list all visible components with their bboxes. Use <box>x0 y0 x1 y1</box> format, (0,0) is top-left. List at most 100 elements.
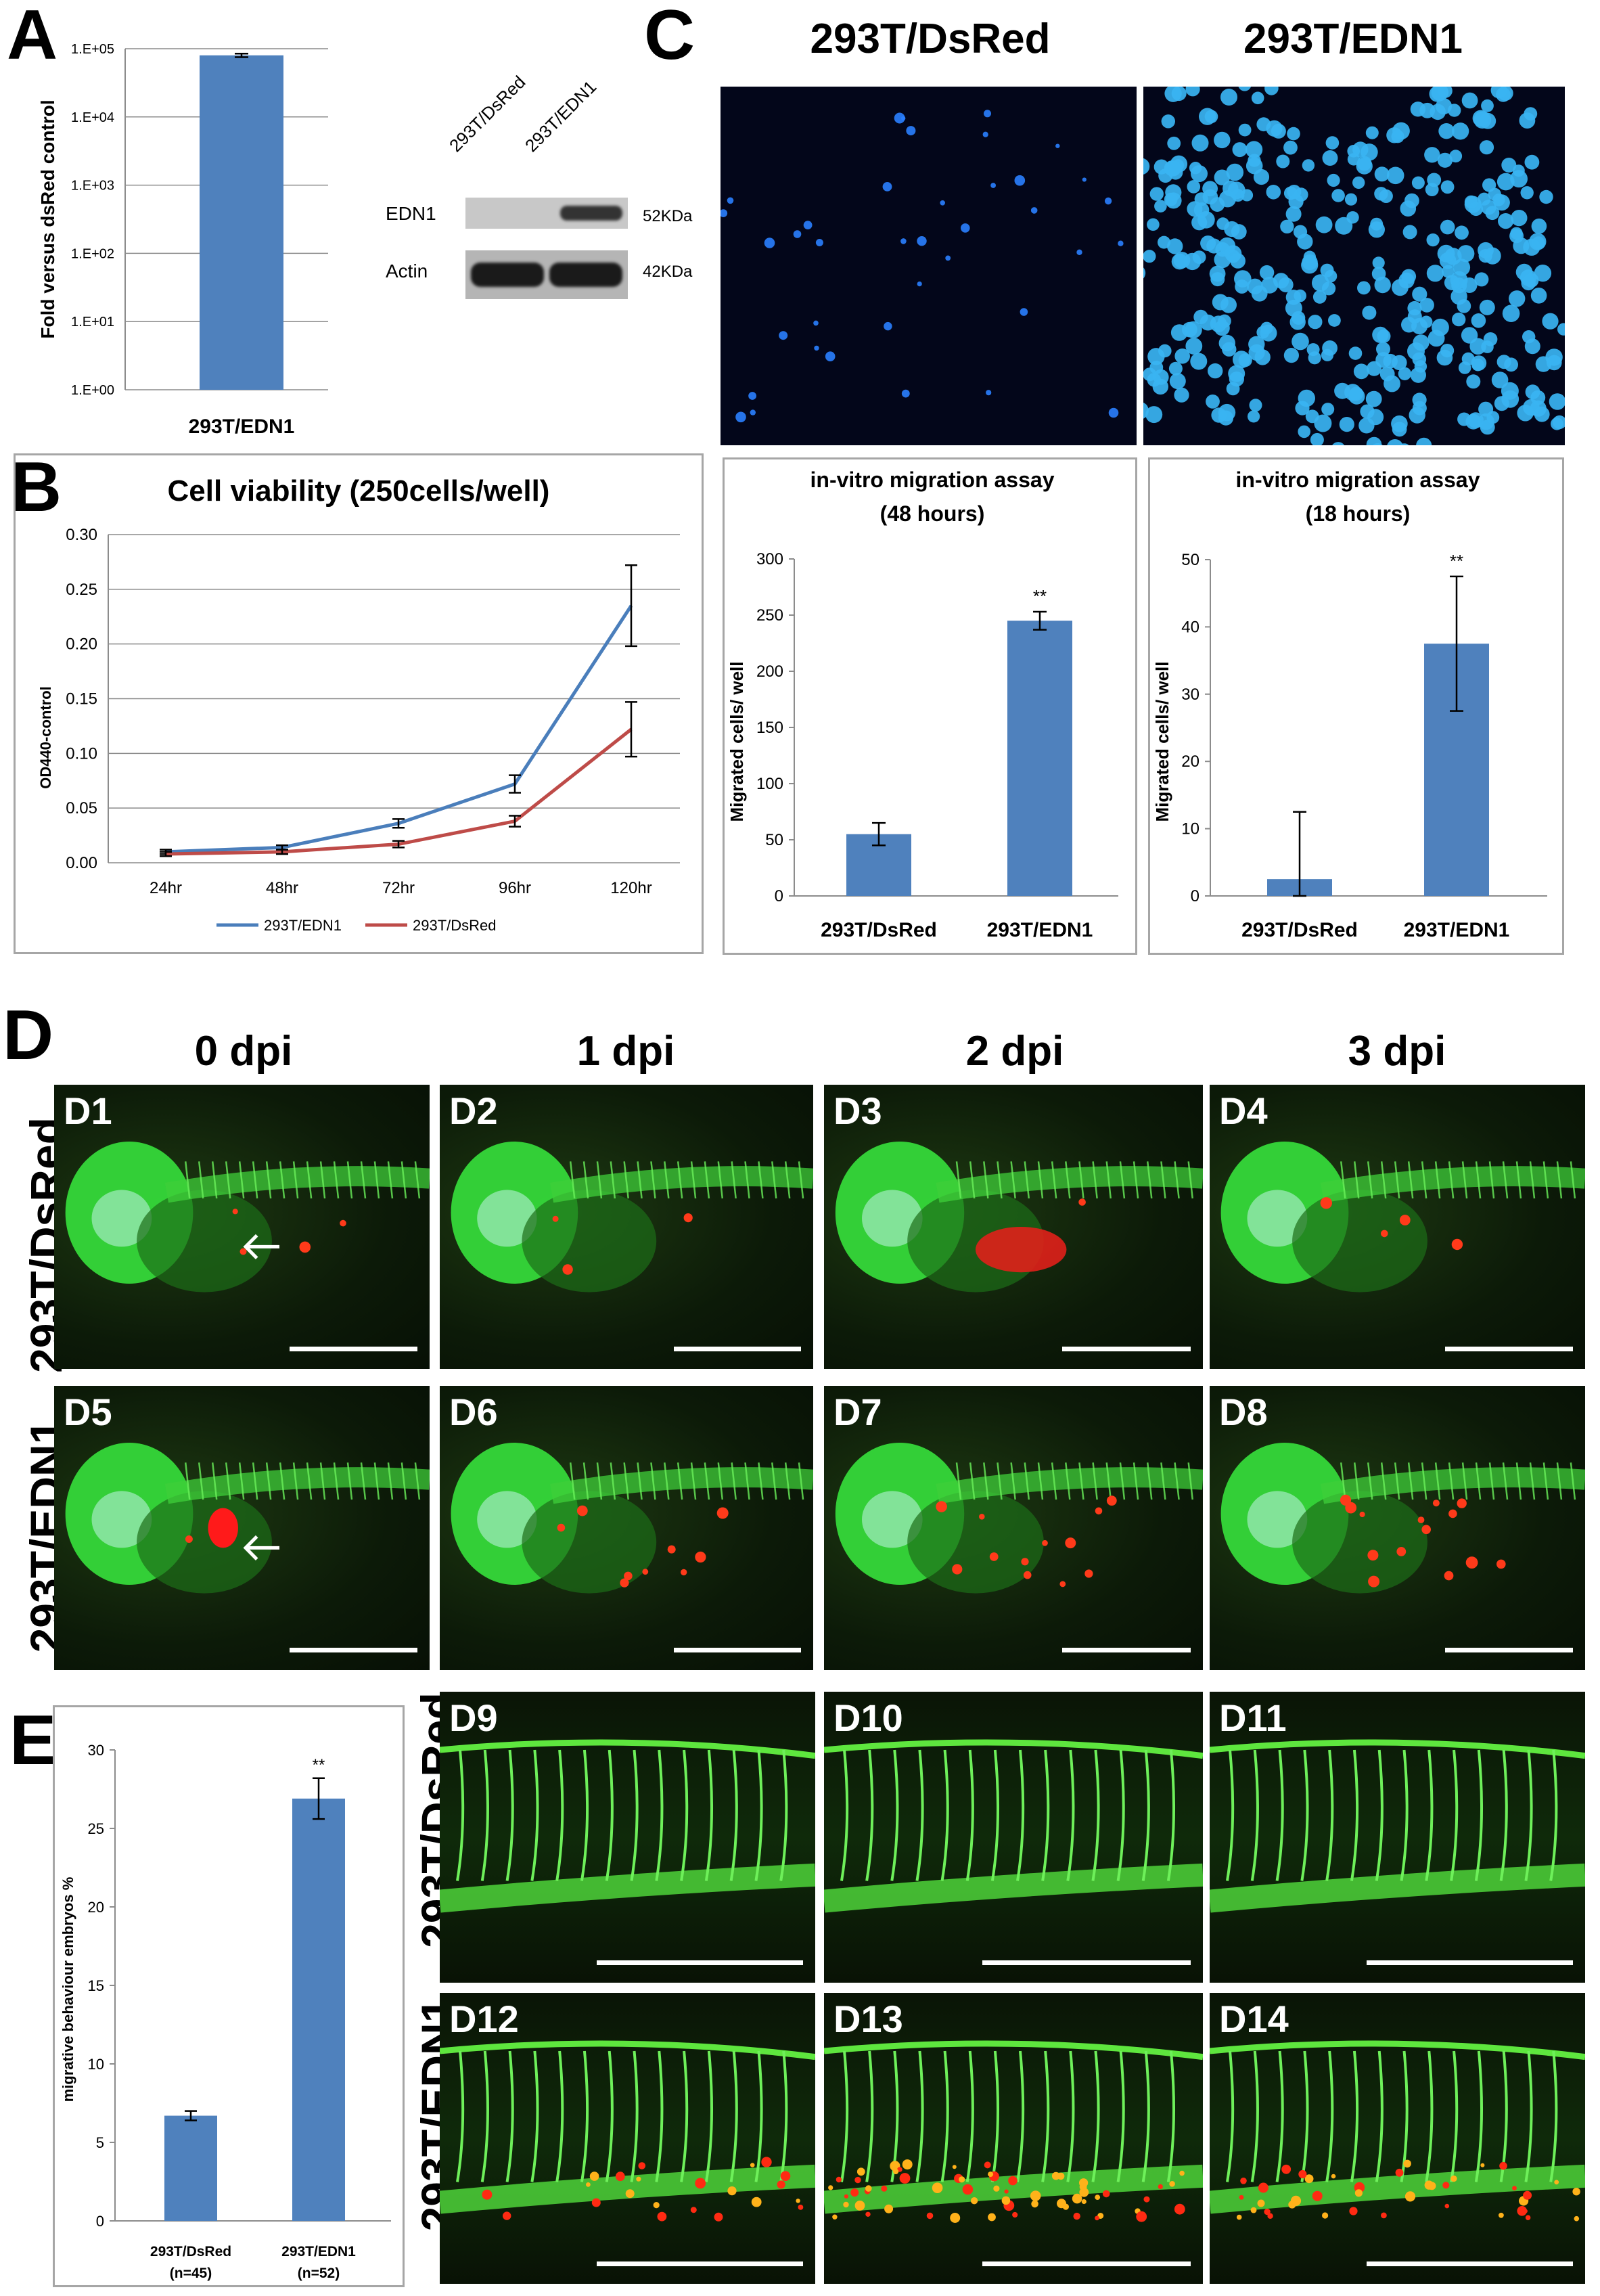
panel-b-ytick: 0.25 <box>66 581 97 599</box>
vessel-segment <box>1016 2050 1025 2182</box>
tumor-cell <box>832 2214 838 2220</box>
migration-ytick: 0 <box>775 887 783 905</box>
embryo-vessel <box>185 1161 191 1199</box>
tumor-cell <box>576 1505 588 1516</box>
tumor-cell <box>952 1564 963 1575</box>
panel-a-bar <box>200 55 283 390</box>
vessel-segment <box>779 2050 788 2182</box>
nucleus <box>1191 215 1208 231</box>
tumor-cell <box>642 1569 649 1575</box>
nucleus <box>1302 254 1318 271</box>
nucleus <box>1212 294 1229 311</box>
embryo-vessel <box>969 1161 976 1199</box>
column-0dpi: 0 dpi <box>194 1028 293 1075</box>
migration-category-2: 293T/EDN1 <box>987 919 1093 941</box>
nucleus <box>1452 312 1466 327</box>
nucleus <box>1191 134 1209 152</box>
tumor-cell <box>1084 1569 1093 1578</box>
tumor-cell <box>657 2211 667 2222</box>
embryo-vessel <box>1394 1161 1400 1199</box>
nucleus <box>1325 136 1340 150</box>
nucleus <box>1501 158 1517 173</box>
nucleus <box>1535 356 1552 372</box>
nucleus <box>1327 173 1340 187</box>
nucleus <box>1557 323 1565 336</box>
tumor-cell <box>1021 1558 1029 1566</box>
migration-category-2: 293T/EDN1 <box>1404 919 1510 941</box>
tumor-cell <box>1042 1539 1048 1546</box>
nucleus <box>1479 140 1494 155</box>
nucleus <box>1273 273 1289 289</box>
nucleus <box>1412 401 1427 415</box>
tumor-cell <box>1499 2161 1507 2170</box>
nucleus <box>1410 367 1426 383</box>
tumor-cell <box>1457 1498 1467 1508</box>
vessel-segment <box>1300 1749 1309 1881</box>
nucleus <box>1427 330 1445 347</box>
tumor-cell <box>1079 2178 1089 2188</box>
embryo-panel-d5-art <box>65 1443 430 1594</box>
tumor-cell <box>1012 2211 1018 2218</box>
migration-ytick: 30 <box>1181 685 1199 704</box>
vessel-axial <box>1210 1863 1585 1913</box>
vessel-segment <box>965 1749 974 1881</box>
embryo-vessel <box>1133 1161 1139 1199</box>
nucleus <box>1392 279 1409 296</box>
tumor-cell <box>591 2198 601 2207</box>
tumor-cell <box>932 2182 943 2193</box>
embryo-vessel <box>704 1161 710 1199</box>
scale-bar <box>1367 1960 1573 1965</box>
nucleus <box>1149 361 1164 374</box>
nucleus <box>1436 98 1453 114</box>
tumor-cell <box>1059 1581 1066 1588</box>
nucleus <box>1214 169 1230 185</box>
embryo-vessel <box>279 1161 285 1199</box>
nucleus <box>1227 181 1245 200</box>
nucleus <box>882 182 892 192</box>
embryo-vessel <box>1065 1161 1071 1199</box>
tumor-cell <box>482 2189 493 2200</box>
embryo-vessel <box>225 1462 231 1500</box>
nucleus <box>1356 158 1373 175</box>
nucleus <box>1185 87 1200 97</box>
migration-chart-subtitle: (18 hours) <box>1306 501 1411 526</box>
panel-b-xtick: 72hr <box>382 879 415 897</box>
column-2dpi: 2 dpi <box>965 1028 1064 1075</box>
embryo-vessel <box>185 1462 191 1500</box>
embryo-vessel <box>1010 1161 1016 1199</box>
vessel-segment <box>1041 2050 1050 2182</box>
vessel-top <box>824 2040 1203 2061</box>
nucleus <box>1375 352 1392 368</box>
tumor-cell <box>777 2180 785 2189</box>
panel-e-chart: 0 5 10 15 20 25 30 migrative behaviour embryos … <box>53 1705 405 2291</box>
embryo-yolk <box>907 1491 1044 1594</box>
vessel-panel-d9: D9 <box>440 1692 815 1983</box>
nucleus <box>1208 363 1223 379</box>
vessel-segment <box>1275 2050 1284 2182</box>
nucleus <box>735 411 746 423</box>
scale-bar <box>1062 1347 1191 1351</box>
vessel-panel-d10: D10 <box>824 1692 1203 1983</box>
embryo-vessel <box>333 1462 340 1500</box>
embryo-vessel <box>1488 1161 1495 1199</box>
nucleus <box>1305 409 1319 424</box>
embryo-vessel <box>771 1462 777 1500</box>
nucleus <box>1386 166 1404 185</box>
panel-b-legend-label-1: 293T/EDN1 <box>264 917 342 934</box>
embryo-vessel <box>1065 1462 1071 1500</box>
embryo-yolk <box>1292 1190 1427 1292</box>
blot-band-actin-2 <box>549 263 622 287</box>
nucleus <box>1218 334 1235 352</box>
embryo-vessel <box>1380 1462 1387 1500</box>
migration-micrograph-dsred <box>721 87 1137 445</box>
tumor-mass <box>208 1508 238 1548</box>
embryo-vessel <box>1461 1462 1468 1500</box>
tumor-cell <box>1250 2207 1257 2213</box>
nucleus <box>1481 340 1494 353</box>
nucleus <box>1234 270 1252 288</box>
embryo-head-glow <box>1247 1491 1308 1548</box>
embryo-vessel <box>373 1462 380 1500</box>
column-1dpi: 1 dpi <box>576 1028 675 1075</box>
tumor-cell <box>828 2185 833 2190</box>
nucleus <box>1412 286 1427 302</box>
